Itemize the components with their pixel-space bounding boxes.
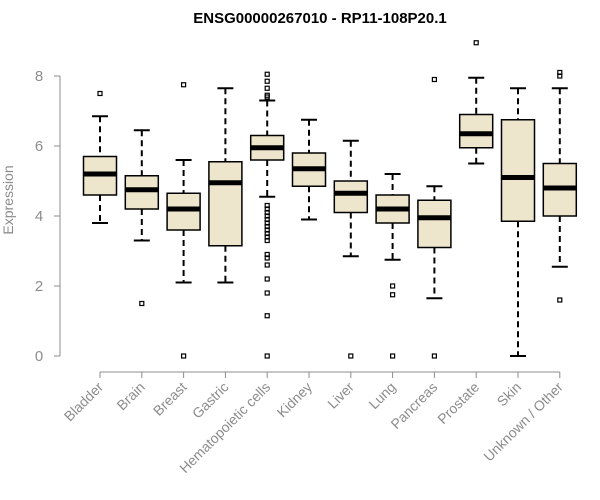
- x-tick-label: Lung: [365, 379, 398, 412]
- x-tick-label: Kidney: [274, 379, 316, 421]
- y-tick-label: 2: [35, 278, 43, 295]
- box-bladder: [82, 90, 118, 224]
- outlier-point: [557, 73, 563, 79]
- outlier-point: [264, 237, 270, 244]
- outlier-point: [390, 353, 396, 359]
- outlier-point: [181, 82, 187, 88]
- x-tick-label: Bladder: [61, 379, 107, 425]
- outlier-point: [264, 276, 270, 282]
- x-tick-label: Prostate: [434, 379, 482, 427]
- box-skin: [500, 87, 536, 357]
- outlier-point: [181, 353, 187, 359]
- y-axis: 0 2 4 6 8: [35, 68, 61, 365]
- outlier-point: [431, 76, 437, 83]
- chart-title: ENSG00000267010 - RP11-108P20.1: [193, 10, 447, 27]
- y-tick-label: 6: [35, 138, 43, 155]
- outlier-point: [139, 300, 145, 307]
- box-kidney: [291, 118, 327, 221]
- outlier-point: [557, 297, 563, 303]
- box-brain: [124, 129, 160, 307]
- box-breast: [166, 82, 201, 359]
- x-tick-label: Skin: [494, 379, 525, 410]
- boxes-group: [82, 40, 578, 359]
- box-lung: [375, 173, 410, 359]
- box-liver: [333, 139, 369, 359]
- iqr-box: [417, 199, 452, 249]
- box-hematopoietic-cells: [249, 71, 285, 359]
- iqr-box: [124, 175, 160, 210]
- y-tick-label: 8: [35, 68, 43, 85]
- outlier-point: [264, 78, 270, 84]
- box-pancreas: [417, 76, 452, 359]
- outlier-point: [264, 71, 270, 77]
- outlier-point: [264, 262, 270, 268]
- outlier-point: [473, 40, 479, 46]
- y-tick-label: 0: [35, 348, 43, 365]
- iqr-box: [333, 180, 369, 214]
- y-axis-label: Expression: [0, 165, 16, 234]
- outlier-point: [390, 283, 396, 289]
- y-tick-label: 4: [35, 208, 43, 225]
- iqr-box: [208, 161, 243, 247]
- x-tick-label: Liver: [324, 379, 357, 412]
- iqr-box: [166, 192, 201, 231]
- outlier-point: [348, 353, 354, 359]
- outlier-point: [390, 292, 396, 298]
- outlier-point: [97, 90, 103, 97]
- outlier-point: [264, 313, 270, 319]
- box-prostate: [458, 40, 494, 165]
- outlier-point: [264, 290, 270, 296]
- x-tick-label: Breast: [150, 379, 190, 419]
- iqr-box: [458, 113, 494, 149]
- box-gastric: [208, 87, 243, 284]
- box-unknown-other: [542, 69, 578, 303]
- outlier-point: [264, 255, 270, 261]
- outlier-point: [431, 353, 437, 359]
- x-tick-label: Brain: [113, 379, 147, 413]
- x-tick-label: Unknown / Other: [480, 379, 566, 465]
- outlier-point: [264, 94, 270, 100]
- iqr-box: [500, 119, 536, 222]
- outlier-point: [264, 353, 270, 359]
- outlier-point: [264, 85, 270, 91]
